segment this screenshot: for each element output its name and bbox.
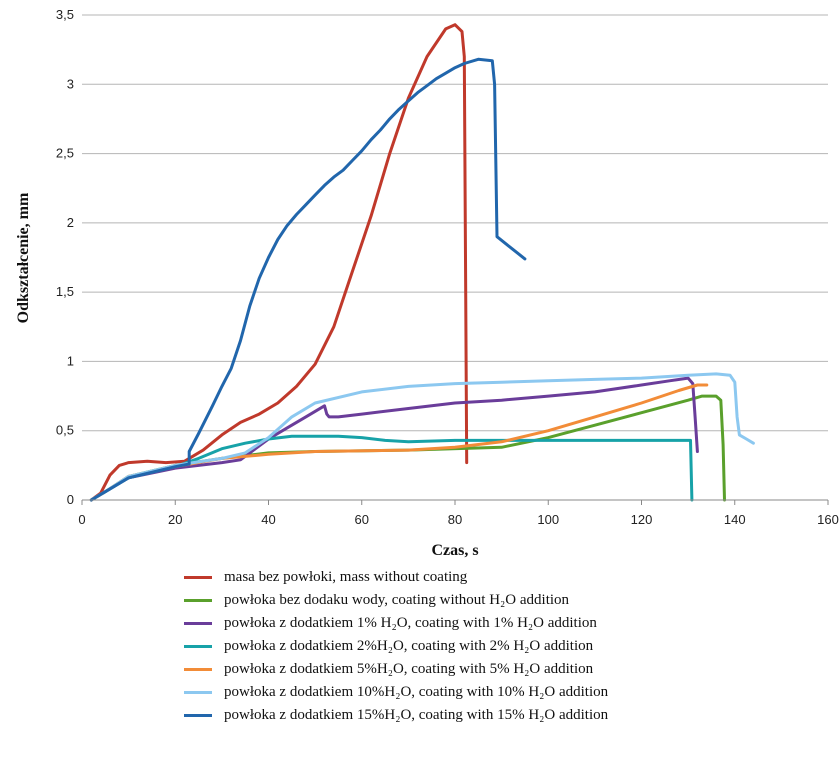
x-tick-label: 100 (537, 512, 559, 527)
series-layer (89, 23, 755, 502)
legend-item: powłoka z dodatkiem 1% H₂O, coating with… (184, 612, 824, 635)
y-tick-label: 1,5 (56, 284, 74, 299)
x-tick-label: 80 (448, 512, 462, 527)
legend-item: powłoka z dodatkiem 10%H₂O, coating with… (184, 681, 824, 704)
legend-item: powłoka z dodatkiem 15%H₂O, coating with… (184, 704, 824, 727)
y-tick-label: 2,5 (56, 146, 74, 161)
legend-swatch (184, 668, 212, 671)
x-tick-label: 120 (631, 512, 653, 527)
legend-item: powłoka z dodatkiem 5%H₂O, coating with … (184, 658, 824, 681)
series-line-3 (89, 376, 699, 502)
legend-swatch (184, 622, 212, 625)
y-tick-label: 3,5 (56, 7, 74, 22)
legend-label: masa bez powłoki, mass without coating (224, 569, 468, 585)
y-tick-label: 0 (67, 492, 74, 507)
x-tick-label: 0 (78, 512, 85, 527)
x-tick-label: 160 (817, 512, 839, 527)
legend-swatch (184, 714, 212, 717)
x-tick-label: 40 (261, 512, 275, 527)
grid-lines (82, 14, 828, 432)
y-tick-label: 3 (67, 76, 74, 91)
legend-item: powłoka bez dodaku wody, coating without… (184, 589, 824, 612)
legend: masa bez powłoki, mass without coating po… (184, 566, 824, 727)
chart: 0 0,5 1 1,5 2 2,5 3 3,5 0 20 40 60 80 100 120 140 160 Cz… (15, 7, 839, 559)
legend-swatch (184, 691, 212, 694)
tick-labels: 0 0,5 1 1,5 2 2,5 3 3,5 0 20 40 60 80 100 120 140 160 (56, 7, 839, 527)
x-tick-label: 140 (724, 512, 746, 527)
legend-label: powłoka z dodatkiem 2%H₂O, coating with … (224, 638, 594, 654)
legend-swatch (184, 599, 212, 602)
legend-label: powłoka z dodatkiem 15%H₂O, coating with… (224, 707, 609, 723)
x-axis-title: Czas, s (431, 542, 478, 559)
y-tick-label: 1 (67, 353, 74, 368)
series-line-6 (89, 372, 755, 502)
axes (81, 499, 829, 505)
series-line-1 (89, 23, 469, 502)
series-line-7 (89, 57, 527, 502)
legend-label: powłoka z dodatkiem 10%H₂O, coating with… (224, 684, 609, 700)
legend-label: powłoka bez dodaku wody, coating without… (224, 592, 570, 608)
legend-label: powłoka z dodatkiem 1% H₂O, coating with… (224, 615, 597, 631)
x-tick-label: 20 (168, 512, 182, 527)
legend-label: powłoka z dodatkiem 5%H₂O, coating with … (224, 661, 594, 677)
y-tick-label: 2 (67, 215, 74, 230)
series-line-2 (89, 394, 726, 502)
legend-item: masa bez powłoki, mass without coating (184, 566, 824, 589)
y-tick-label: 0,5 (56, 423, 74, 438)
y-axis-title: Odkształcenie, mm (15, 192, 32, 323)
legend-swatch (184, 576, 212, 579)
legend-item: powłoka z dodatkiem 2%H₂O, coating with … (184, 635, 824, 658)
legend-swatch (184, 645, 212, 648)
x-tick-label: 60 (355, 512, 369, 527)
